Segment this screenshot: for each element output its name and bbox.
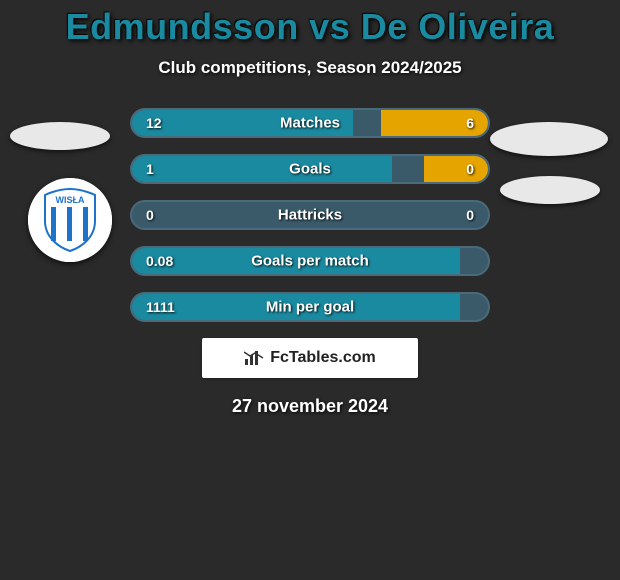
brand-box: FcTables.com (202, 338, 418, 378)
date-text: 27 november 2024 (0, 396, 620, 417)
club-crest-icon: WISŁA (35, 185, 105, 255)
page-title: Edmundsson vs De Oliveira (0, 6, 620, 48)
stat-label: Goals per match (251, 253, 369, 270)
stat-label: Matches (280, 115, 340, 132)
subtitle: Club competitions, Season 2024/2025 (0, 58, 620, 78)
stat-label: Hattricks (278, 207, 342, 224)
player-placeholder-right-1 (490, 122, 608, 156)
stat-value-left: 1 (146, 161, 154, 177)
player-placeholder-right-2 (500, 176, 600, 204)
infographic-container: Edmundsson vs De Oliveira Club competiti… (0, 0, 620, 580)
stat-row: 12 6 Matches (130, 108, 490, 138)
stat-value-left: 0.08 (146, 253, 173, 269)
stat-row: 0.08 Goals per match (130, 246, 490, 276)
stat-value-right: 0 (466, 161, 474, 177)
stat-value-left: 0 (146, 207, 154, 223)
player-placeholder-left (10, 122, 110, 150)
stat-value-right: 6 (466, 115, 474, 131)
stat-value-left: 12 (146, 115, 162, 131)
brand-text: FcTables.com (270, 349, 376, 367)
stat-row: 1111 Min per goal (130, 292, 490, 322)
stat-label: Min per goal (266, 299, 354, 316)
stat-value-left: 1111 (146, 299, 175, 315)
club-badge-left: WISŁA (28, 178, 112, 262)
bar-chart-icon (244, 349, 264, 367)
stat-value-right: 0 (466, 207, 474, 223)
stat-row: 1 0 Goals (130, 154, 490, 184)
stat-row: 0 0 Hattricks (130, 200, 490, 230)
stat-bar-right (424, 156, 488, 182)
stat-label: Goals (289, 161, 331, 178)
club-name-text: WISŁA (56, 195, 85, 205)
stat-bar-left (132, 156, 392, 182)
